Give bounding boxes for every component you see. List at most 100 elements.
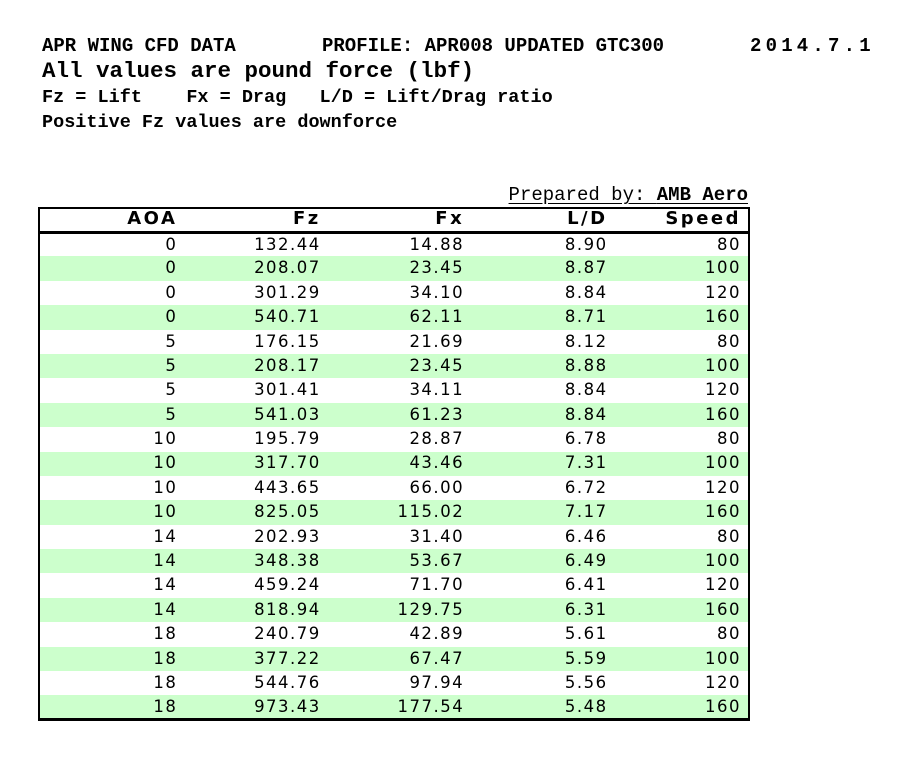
cell-aoa: 5 <box>39 353 185 379</box>
cell-l-d: 5.61 <box>564 624 608 644</box>
cell-aoa: 18 <box>39 695 185 720</box>
cell-l-d: 8.90 <box>564 234 608 254</box>
table-row: 0 540.71 62.11 8.71 160 <box>39 305 749 330</box>
table-row: 5 208.17 23.45 8.88 100 <box>39 353 749 379</box>
cell-aoa: 0 <box>39 256 185 281</box>
cell-l-d: 6.78 <box>564 429 608 449</box>
cell-speed: 80 <box>717 624 741 644</box>
cell-aoa: 5 <box>165 380 178 400</box>
cell-fz: 317.70 <box>184 451 328 476</box>
cell-aoa: 10 <box>39 500 185 525</box>
cell-l-d: 7.31 <box>471 451 615 476</box>
cell-fz: 195.79 <box>254 429 321 449</box>
table-body: 0 132.44 14.88 8.90 80 0 208.07 23.45 8.87 100 0 30… <box>39 232 749 720</box>
table-row: 18 240.79 42.89 5.61 80 <box>39 622 749 646</box>
table-row: 5 176.15 21.69 8.12 80 <box>39 330 749 354</box>
cell-l-d: 8.87 <box>471 256 615 281</box>
downforce-note: Positive Fz values are downforce <box>42 112 398 133</box>
cell-fx: 31.40 <box>409 526 465 546</box>
cell-aoa: 18 <box>153 672 178 692</box>
cell-speed: 160 <box>614 695 749 720</box>
cell-fx: 23.45 <box>327 256 472 281</box>
cell-l-d: 5.48 <box>471 695 615 720</box>
table-row: 5 301.41 34.11 8.84 120 <box>39 378 749 402</box>
table-row: 5 541.03 61.23 8.84 160 <box>39 402 749 428</box>
cell-speed: 160 <box>614 500 749 525</box>
legend-note: Fz = Lift Fx = Drag L/D = Lift/Drag rati… <box>42 87 553 108</box>
cell-aoa: 14 <box>153 526 178 546</box>
cell-fx: 34.11 <box>409 380 465 400</box>
cell-fx: 129.75 <box>327 597 472 623</box>
cell-fx: 66.00 <box>409 477 465 497</box>
cell-fz: 208.07 <box>184 256 328 281</box>
prepared-by-label: Prepared by: <box>508 184 657 206</box>
table-row: 14 818.94 129.75 6.31 160 <box>39 597 749 623</box>
cell-speed: 80 <box>717 429 741 449</box>
cell-fz: 818.94 <box>184 597 328 623</box>
cell-aoa: 0 <box>39 305 185 330</box>
column-header-fz: Fz <box>184 208 328 234</box>
cell-speed: 160 <box>614 305 749 330</box>
cell-fz: 541.03 <box>184 402 328 428</box>
cell-l-d: 5.59 <box>471 646 615 672</box>
cell-l-d: 8.84 <box>471 402 615 428</box>
cell-speed: 100 <box>614 646 749 672</box>
table-row: 14 459.24 71.70 6.41 120 <box>39 573 749 597</box>
cell-fx: 71.70 <box>409 575 465 595</box>
column-header-speed: Speed <box>614 208 749 234</box>
prepared-by-value: AMB Aero <box>656 184 748 206</box>
cell-fz: 825.05 <box>184 500 328 525</box>
table-header-row: AOA Fz Fx L/D Speed <box>39 208 749 234</box>
cell-speed: 100 <box>614 353 749 379</box>
cell-fx: 42.89 <box>409 624 465 644</box>
table-row: 10 443.65 66.00 6.72 120 <box>39 476 749 500</box>
cfd-data-table: AOA Fz Fx L/D Speed 0 132.44 14.88 8.90 80 0 208.0… <box>38 207 750 722</box>
cell-aoa: 10 <box>39 451 185 476</box>
cell-aoa: 18 <box>153 624 178 644</box>
cell-aoa: 18 <box>39 646 185 672</box>
report-title: APR WING CFD DATA <box>42 35 236 57</box>
cell-aoa: 0 <box>165 234 178 254</box>
cell-l-d: 6.41 <box>564 575 608 595</box>
cell-aoa: 5 <box>165 331 178 351</box>
cell-fz: 301.41 <box>254 380 321 400</box>
cell-fx: 67.47 <box>327 646 472 672</box>
cell-fz: 176.15 <box>254 331 321 351</box>
table-row: 18 544.76 97.94 5.56 120 <box>39 671 749 695</box>
cell-fz: 973.43 <box>184 695 328 720</box>
cell-aoa: 5 <box>39 402 185 428</box>
cell-l-d: 7.17 <box>471 500 615 525</box>
table-row: 0 132.44 14.88 8.90 80 <box>39 232 749 256</box>
cell-speed: 120 <box>705 282 741 302</box>
cell-l-d: 8.71 <box>471 305 615 330</box>
cell-fz: 377.22 <box>184 646 328 672</box>
cell-fx: 28.87 <box>409 429 465 449</box>
cell-speed: 80 <box>717 526 741 546</box>
cell-fz: 202.93 <box>254 526 321 546</box>
cell-speed: 160 <box>614 402 749 428</box>
cell-speed: 100 <box>614 256 749 281</box>
cell-fz: 540.71 <box>184 305 328 330</box>
cell-aoa: 10 <box>153 477 178 497</box>
cell-aoa: 14 <box>153 575 178 595</box>
cell-speed: 120 <box>705 380 741 400</box>
cell-fz: 240.79 <box>254 624 321 644</box>
cell-l-d: 6.72 <box>564 477 608 497</box>
table-row: 14 202.93 31.40 6.46 80 <box>39 525 749 549</box>
cell-fz: 208.17 <box>184 353 328 379</box>
cell-fx: 23.45 <box>327 353 472 379</box>
cell-l-d: 5.56 <box>564 672 608 692</box>
cell-l-d: 6.46 <box>564 526 608 546</box>
cell-fz: 132.44 <box>254 234 321 254</box>
table-row: 18 377.22 67.47 5.59 100 <box>39 646 749 672</box>
cell-fz: 348.38 <box>184 549 328 574</box>
cell-fz: 443.65 <box>254 477 321 497</box>
cell-fx: 97.94 <box>409 672 465 692</box>
table-row: 0 301.29 34.10 8.84 120 <box>39 281 749 305</box>
cell-speed: 120 <box>705 672 741 692</box>
cell-fx: 14.88 <box>409 234 465 254</box>
table-row: 10 317.70 43.46 7.31 100 <box>39 451 749 476</box>
report-profile: PROFILE: APR008 UPDATED GTC300 <box>322 35 665 57</box>
cell-speed: 160 <box>614 597 749 623</box>
